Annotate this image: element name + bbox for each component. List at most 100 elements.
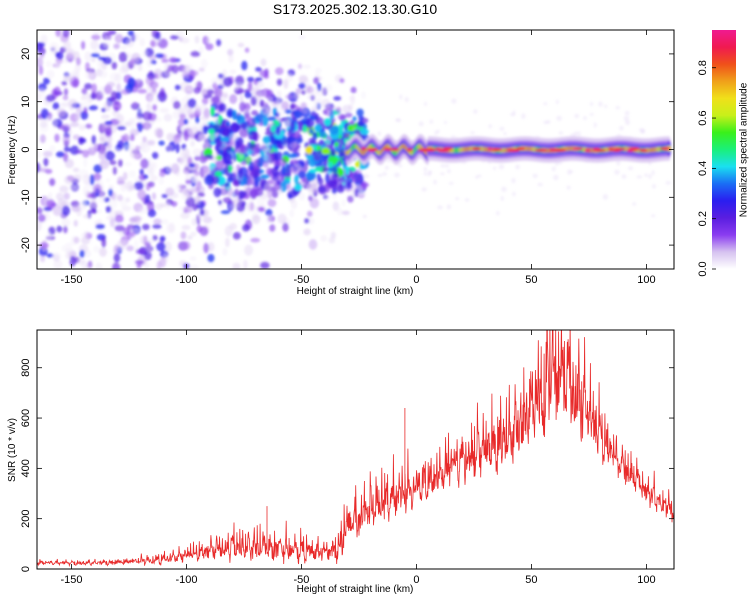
spectrogram-peak-cell	[584, 148, 591, 152]
spectrogram-cell	[166, 223, 175, 233]
spectrogram-cell	[130, 231, 136, 238]
spectrogram-cell	[205, 43, 214, 51]
spectrogram-cell	[627, 166, 634, 171]
spectrogram-cell	[341, 199, 346, 207]
spectrogram-cell	[120, 89, 131, 95]
spectrogram-cell	[77, 257, 85, 266]
spectrogram-cell	[149, 91, 157, 96]
spectrogram-cell	[122, 227, 131, 236]
spectrogram-cell	[190, 231, 197, 237]
spectrogram-cell	[95, 262, 103, 269]
spectrogram-cell	[124, 121, 132, 127]
spectrogram-cell	[282, 139, 288, 145]
spectrogram-cell	[246, 201, 254, 213]
spectrogram-cell	[148, 167, 155, 176]
spectrogram-cell	[188, 162, 196, 168]
spectrogram-cell	[325, 83, 333, 92]
spectrogram-cell	[159, 87, 165, 99]
spectrogram-cell	[99, 70, 108, 78]
spectrogram-cell	[210, 77, 219, 84]
spectrogram-cell	[500, 195, 504, 201]
spectrogram-cell	[62, 135, 71, 145]
spectrogram-cell	[146, 202, 152, 212]
spectrogram-cell	[448, 181, 454, 185]
spectrogram-cell	[233, 179, 241, 186]
spectrogram-cell	[108, 184, 114, 190]
spectrogram-cell	[68, 185, 79, 191]
spectrogram-cell	[211, 96, 221, 104]
spectrogram-cell	[327, 180, 335, 187]
spectrogram-cell	[289, 121, 296, 132]
spectrogram-cell	[303, 228, 311, 236]
spectrogram-cell	[455, 197, 460, 201]
spectrogram-cell	[325, 172, 330, 184]
spectrogram-cell	[61, 123, 71, 133]
spectrogram-cell	[64, 158, 74, 169]
spectrogram-cell	[232, 232, 241, 240]
spectrogram-cell	[336, 207, 343, 216]
spectrogram-cell	[240, 160, 248, 166]
spectrogram-cell	[199, 132, 204, 142]
spectrogram-cell	[244, 91, 252, 99]
spectrogram-cell	[139, 168, 145, 176]
colorbar-tick-label: 0.0	[697, 261, 709, 276]
spectrogram-x-ticks: -150 -100 -50 0 50 100	[60, 30, 656, 286]
spectrogram-cell	[52, 205, 63, 217]
spectrogram-cell	[137, 189, 146, 200]
spectrogram-cell	[229, 222, 237, 231]
spectrogram-peak-cell	[471, 147, 482, 151]
spectrogram-x-tick-label: -50	[294, 274, 310, 286]
spectrogram-cell	[139, 37, 145, 47]
spectrogram-peak-cell	[417, 148, 432, 152]
spectrogram-cell	[313, 76, 320, 85]
spectrogram-cell	[124, 162, 132, 167]
spectrogram-cell	[109, 160, 117, 166]
spectrogram-cell	[285, 94, 293, 100]
spectrogram-cell	[327, 161, 334, 168]
spectrogram-cell	[42, 150, 53, 158]
spectrogram-cell	[499, 126, 505, 132]
spectrogram-cell	[73, 219, 78, 227]
spectrogram-cell	[54, 133, 60, 143]
snr-x-tick-label: -100	[175, 574, 197, 586]
spectrogram-cell	[237, 42, 245, 48]
spectrogram-cell	[40, 34, 48, 45]
spectrogram-cell	[665, 181, 672, 185]
spectrogram-cell	[159, 107, 170, 113]
spectrogram-cell	[219, 98, 225, 103]
spectrogram-peak-cell	[608, 147, 614, 151]
spectrogram-cell	[151, 192, 157, 200]
spectrogram-cell	[244, 244, 254, 256]
spectrogram-peak-cell	[506, 148, 519, 152]
spectrogram-cell	[99, 247, 107, 257]
spectrogram-peak-cell	[548, 148, 561, 152]
spectrogram-cell	[128, 170, 136, 178]
spectrogram-cell	[87, 193, 94, 198]
spectrogram-cell	[256, 196, 265, 207]
spectrogram-y-label: Frequency (Hz)	[7, 116, 18, 185]
spectrogram-cell	[566, 185, 571, 190]
spectrogram-cell	[128, 184, 137, 191]
spectrogram-cell	[271, 167, 279, 177]
spectrogram-cell	[77, 200, 86, 211]
spectrogram-cell	[320, 235, 328, 242]
spectrogram-cell	[276, 106, 287, 116]
colorbar-tick-label: 0.2	[697, 211, 709, 226]
spectrogram-cell	[331, 187, 337, 195]
spectrogram-cell	[82, 214, 92, 219]
spectrogram-cell	[46, 69, 55, 79]
colorbar-label: Normalized spectral amplitude	[739, 82, 750, 217]
spectrogram-cell	[245, 115, 252, 122]
figure-title: S173.2025.302.13.30.G10	[273, 1, 437, 17]
spectrogram-cell	[180, 97, 189, 106]
spectrogram-cell	[443, 163, 450, 168]
spectrogram-cell	[106, 81, 116, 88]
spectrogram-cell	[274, 67, 284, 76]
spectrogram-cell	[63, 58, 69, 64]
spectrogram-cell	[152, 224, 162, 229]
spectrogram-cell	[85, 123, 93, 129]
spectrogram-cell	[161, 58, 169, 63]
spectrogram-cell	[154, 32, 161, 40]
spectrogram-cell	[310, 107, 319, 112]
spectrogram-cell	[277, 213, 287, 224]
